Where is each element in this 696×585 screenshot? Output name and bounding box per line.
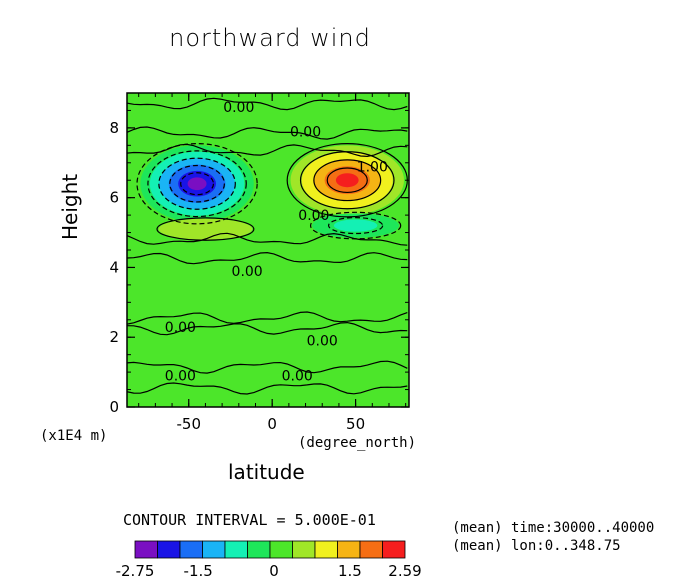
colorbar-swatch <box>314 540 338 559</box>
contour-line <box>127 311 408 325</box>
colorbar-label: -2.75 <box>116 562 155 580</box>
colorbar-label: 1.5 <box>338 562 362 580</box>
contour-ring <box>156 217 255 241</box>
x-tick-label: 50 <box>346 415 365 433</box>
field-band <box>127 239 409 257</box>
contour-label: 0.00 <box>165 320 196 336</box>
contour-label: 1.00 <box>357 159 388 175</box>
y-unit-label: (x1E4 m) <box>40 428 108 444</box>
contour-line <box>127 321 408 336</box>
field-band <box>127 319 409 331</box>
contour-line <box>127 143 408 158</box>
contour-field <box>127 93 409 407</box>
contour-ring <box>313 159 382 202</box>
field-weak_positive <box>182 223 229 235</box>
colorbar-swatch <box>202 540 226 559</box>
contour-label: 0.00 <box>298 208 329 224</box>
colorbar-swatch <box>224 540 248 559</box>
colorbar-swatch <box>179 540 203 559</box>
y-tick-label: 4 <box>109 258 119 276</box>
field-minimum <box>187 177 207 191</box>
y-tick-label: 6 <box>109 189 119 207</box>
contour-labels: 0.00 0.00 1.00 0.00 0.00 0.00 0.00 0.00 0.00 <box>165 100 388 385</box>
colorbar-swatch <box>247 540 271 559</box>
colorbar-swatch <box>134 540 158 559</box>
contour-ring <box>326 167 368 194</box>
contour-ring <box>158 157 236 210</box>
contour-label: 0.00 <box>165 369 196 385</box>
contour-ring <box>309 211 402 240</box>
mean-lon-note: (mean) lon:0..348.75 <box>452 538 621 554</box>
contour-label: 0.00 <box>223 100 254 116</box>
contour-line <box>127 360 408 374</box>
y-tick-label: 8 <box>109 119 119 137</box>
field-maximum <box>335 173 359 188</box>
x-axis-label: latitude <box>228 460 305 484</box>
contour-label: 0.00 <box>290 124 321 140</box>
colorbar-swatch <box>157 540 181 559</box>
contour-ring <box>136 142 258 225</box>
chart-title: northward wind <box>169 24 371 52</box>
mean-time-note: (mean) time:30000..40000 <box>452 520 655 536</box>
colorbar-label: -1.5 <box>184 562 213 580</box>
contour-line <box>127 97 408 111</box>
field-band <box>127 365 409 387</box>
field-weak_negative <box>333 219 378 232</box>
contour-lines <box>127 97 408 395</box>
colorbar-swatch <box>359 540 383 559</box>
contour-line <box>127 232 408 246</box>
contour-label: 0.00 <box>307 334 338 350</box>
contour-line <box>127 126 408 140</box>
contour-line <box>127 382 408 395</box>
contour-ring <box>147 150 247 218</box>
field-band <box>127 93 409 104</box>
y-tick-label: 0 <box>109 398 119 416</box>
colorbar-swatch <box>337 540 361 559</box>
contour-ring <box>327 217 384 235</box>
contour-line <box>127 251 408 265</box>
colorbar: -2.75 -1.5 0 1.5 2.59 <box>116 540 422 580</box>
contour-interval-note: CONTOUR INTERVAL = 5.000E-01 <box>123 511 376 529</box>
axes: -50 0 50 0 2 4 6 8 <box>109 93 409 433</box>
colorbar-swatch <box>292 540 316 559</box>
x-tick-label: 0 <box>267 415 277 433</box>
contour-ring <box>169 164 225 203</box>
contour-ring <box>180 172 215 196</box>
y-axis-label: Height <box>58 173 82 240</box>
colorbar-label: 0 <box>269 562 279 580</box>
y-tick-label: 2 <box>109 328 119 346</box>
colorbar-swatch <box>269 540 293 559</box>
contour-label: 0.00 <box>232 264 263 280</box>
colorbar-label: 2.59 <box>388 562 421 580</box>
x-unit-label: (degree_north) <box>298 435 417 451</box>
colorbar-swatch <box>382 540 406 559</box>
contour-label: 0.00 <box>282 369 313 385</box>
x-tick-label: -50 <box>176 415 201 433</box>
contour-ring <box>299 151 395 210</box>
